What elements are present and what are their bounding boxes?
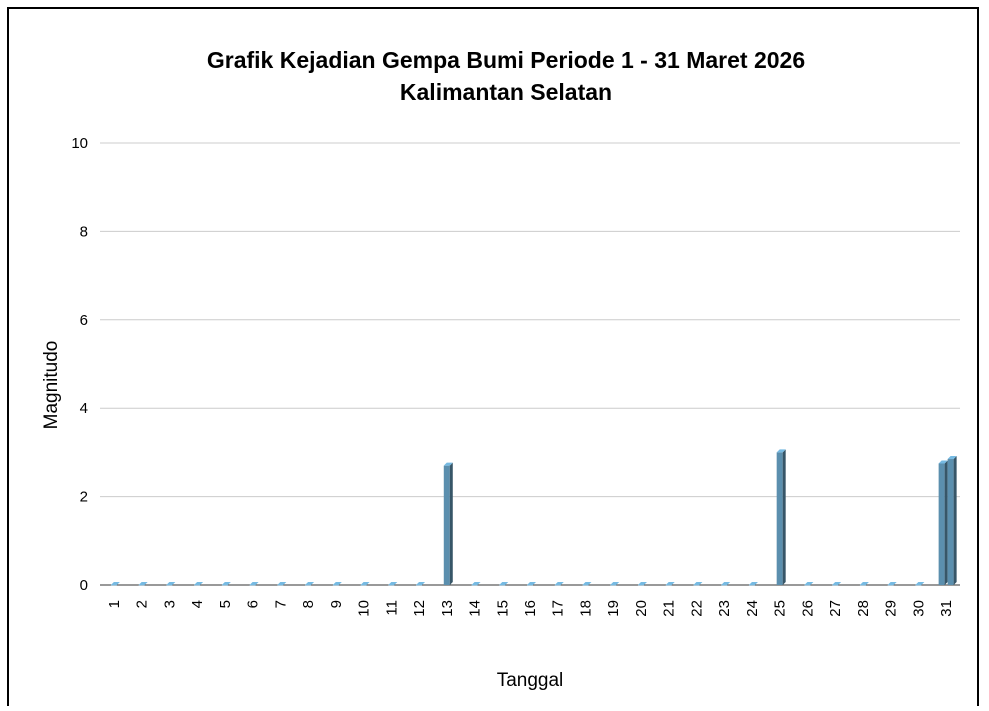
x-tick-label: 5 — [217, 600, 234, 608]
x-tick-label: 14 — [467, 600, 484, 617]
x-tick-label: 13 — [439, 600, 456, 617]
y-tick-label: 0 — [80, 577, 88, 594]
bar — [443, 462, 453, 585]
bar — [388, 582, 398, 586]
bar — [305, 582, 315, 586]
x-tick-label: 16 — [522, 600, 539, 617]
bar — [332, 582, 342, 586]
x-axis-label: Tanggal — [497, 670, 564, 691]
y-tick-label: 4 — [80, 400, 88, 417]
x-tick-label: 11 — [383, 600, 400, 616]
bar — [221, 582, 231, 586]
bar — [110, 582, 120, 586]
x-tick-label: 23 — [716, 600, 733, 617]
bar — [277, 582, 287, 586]
bar — [471, 582, 481, 586]
x-tick-label: 15 — [494, 600, 511, 617]
bar — [499, 582, 509, 586]
x-tick-label: 2 — [134, 600, 151, 608]
bar — [915, 582, 925, 586]
x-tick-label: 26 — [799, 600, 816, 617]
y-tick-label: 2 — [80, 489, 88, 506]
bar — [721, 582, 731, 586]
bar — [416, 582, 426, 586]
x-tick-label: 6 — [245, 600, 262, 608]
y-tick-label: 10 — [71, 135, 88, 152]
x-tick-label: 19 — [605, 600, 622, 617]
bar — [804, 582, 814, 586]
x-tick-label: 18 — [577, 600, 594, 617]
bar — [693, 582, 703, 586]
x-tick-label: 29 — [883, 600, 900, 617]
frame — [7, 7, 979, 711]
x-tick-label: 3 — [161, 600, 178, 608]
x-tick-label: 9 — [328, 600, 345, 608]
bar — [554, 582, 564, 586]
chart-subtitle: Kalimantan Selatan — [400, 79, 612, 105]
y-axis-label: Magnitudo — [41, 341, 62, 430]
bar — [610, 582, 620, 586]
bar — [776, 449, 786, 585]
bar — [166, 582, 176, 586]
x-tick-label: 25 — [772, 600, 789, 617]
bar — [249, 582, 259, 586]
bar — [832, 582, 842, 586]
x-tick-label: 31 — [938, 600, 955, 617]
bar — [887, 582, 897, 586]
bar — [360, 582, 370, 586]
bar — [194, 582, 204, 586]
x-tick-label: 8 — [300, 600, 317, 608]
x-tick-label: 7 — [272, 600, 289, 608]
x-tick-label: 17 — [550, 600, 567, 617]
x-tick-label: 24 — [744, 600, 761, 617]
chart-title: Grafik Kejadian Gempa Bumi Periode 1 - 3… — [207, 47, 805, 73]
bar — [138, 582, 148, 586]
x-tick-label: 21 — [661, 600, 678, 617]
bar — [527, 582, 536, 586]
x-tick-label: 1 — [106, 600, 123, 608]
bar — [947, 456, 957, 585]
x-tick-label: 12 — [411, 600, 428, 617]
x-tick-label: 20 — [633, 600, 650, 617]
x-tick-label: 22 — [688, 600, 705, 617]
bar — [582, 582, 592, 586]
bar — [938, 460, 948, 585]
bar — [748, 582, 758, 586]
x-tick-label: 27 — [827, 600, 844, 617]
x-tick-label: 28 — [855, 600, 872, 617]
y-tick-label: 6 — [80, 312, 88, 329]
x-tick-label: 4 — [189, 600, 206, 608]
x-tick-label: 10 — [356, 600, 373, 617]
bar — [637, 582, 647, 586]
bar — [859, 582, 869, 586]
y-tick-label: 8 — [80, 223, 88, 240]
x-tick-label: 30 — [910, 600, 927, 617]
bar — [665, 582, 675, 586]
